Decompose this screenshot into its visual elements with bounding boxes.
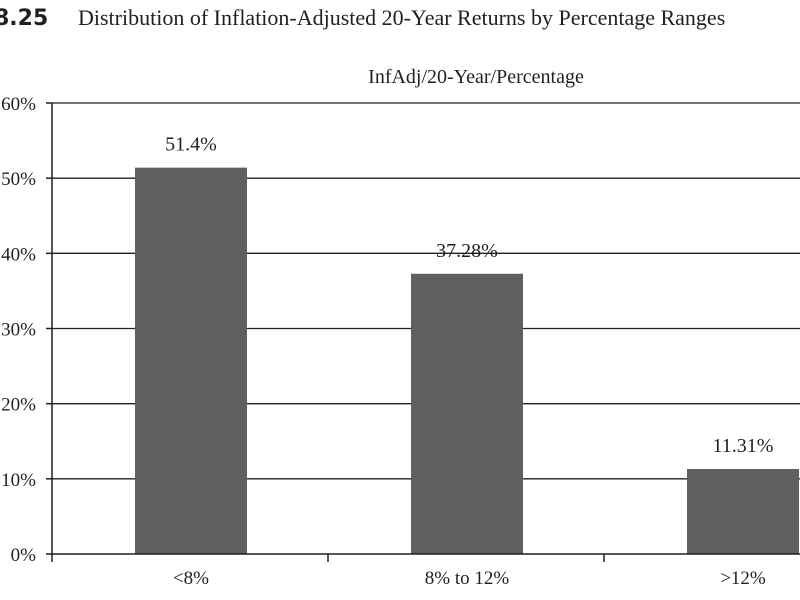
y-tick-label: 20%	[1, 395, 36, 416]
figure-caption: Distribution of Inflation-Adjusted 20-Ye…	[78, 5, 725, 30]
bar	[411, 273, 523, 554]
category-label: 8% to 12%	[425, 568, 510, 589]
labels: 0% 10% 20% 30% 40% 50% 60% 51.4% <8% 37.28% 8% to …	[1, 94, 773, 589]
y-tick-label: 50%	[1, 169, 36, 190]
y-tick-label: 10%	[1, 470, 36, 491]
chart-title: InfAdj/20-Year/Percentage	[368, 66, 584, 88]
y-tick-label: 30%	[1, 320, 36, 341]
figure-number: 8.25	[0, 6, 48, 31]
bar	[135, 167, 247, 555]
data-label: 37.28%	[436, 240, 498, 262]
y-tick-label: 0%	[11, 545, 37, 566]
data-label: 11.31%	[713, 435, 774, 457]
category-label: >12%	[720, 568, 766, 589]
y-tick-label: 40%	[1, 244, 36, 265]
bars	[135, 167, 799, 555]
data-label: 51.4%	[165, 134, 217, 156]
axes	[46, 102, 800, 562]
category-label: <8%	[173, 568, 209, 589]
bar	[687, 468, 799, 554]
y-tick-label: 60%	[1, 94, 36, 115]
